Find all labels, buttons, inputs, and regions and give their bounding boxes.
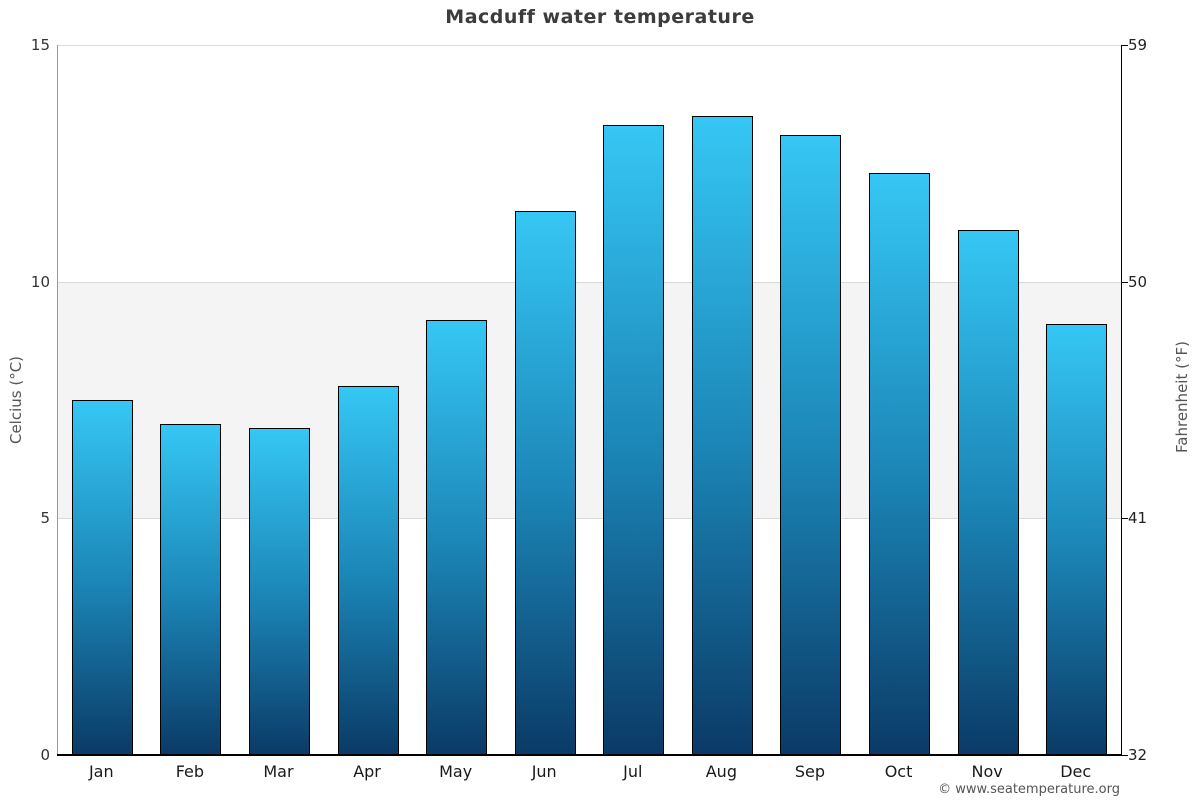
plot-area [57,45,1128,756]
y-tick-label-c-15: 15 [30,36,50,54]
y-tick-label-c-5: 5 [40,509,50,528]
y-tick-label-c-0: 0 [40,746,50,764]
x-tick-label-dec: Dec [1060,762,1092,781]
bar-jun[interactable] [514,210,576,755]
gridline-15c [58,45,1121,46]
x-tick-label-jul: Jul [623,762,643,781]
bar-mar[interactable] [248,428,310,755]
x-tick-label-jun: Jun [531,762,557,781]
bar-feb[interactable] [160,423,222,755]
bar-jul[interactable] [603,125,665,755]
bar-aug[interactable] [691,116,753,755]
y-axis-title-celsius: Celcius (°C) [7,355,25,445]
right-axis-tick-50f [1122,281,1128,283]
x-tick-label-apr: Apr [353,762,381,781]
bar-dec[interactable] [1046,324,1108,755]
footer-credit-link[interactable]: © www.seatemperature.org [938,782,1120,797]
y-axis-title-fahrenheit: Fahrenheit (°F) [1173,341,1191,453]
y-tick-label-f-41: 41 [1128,509,1148,528]
bar-jan[interactable] [71,400,133,755]
y-tick-label-f-50: 50 [1128,272,1148,291]
gridline-10c [58,281,1121,283]
gridline-5c [58,518,1121,520]
x-tick-label-sep: Sep [794,762,826,781]
bar-sep[interactable] [780,134,842,755]
x-tick-label-may: May [439,762,473,781]
y-tick-label-c-10: 10 [30,272,50,291]
x-tick-label-nov: Nov [971,762,1003,781]
y-tick-label-f-59: 59 [1128,36,1148,54]
right-axis-tick-59f [1122,45,1128,46]
plot-band-5-10 [58,281,1121,519]
x-tick-label-oct: Oct [884,762,913,781]
bar-apr[interactable] [337,385,399,755]
x-axis-line [57,754,1122,756]
x-tick-label-jan: Jan [88,762,114,781]
x-tick-label-mar: Mar [263,762,294,781]
x-tick-label-aug: Aug [705,762,737,781]
bar-oct[interactable] [869,172,931,755]
right-axis-tick-41f [1122,518,1128,520]
right-axis-tick-32f [1122,755,1128,756]
chart-title: Macduff water temperature [445,6,755,28]
x-tick-label-feb: Feb [175,762,205,781]
y-tick-label-f-32: 32 [1128,746,1148,764]
bar-may[interactable] [426,319,488,755]
bar-nov[interactable] [957,229,1019,755]
